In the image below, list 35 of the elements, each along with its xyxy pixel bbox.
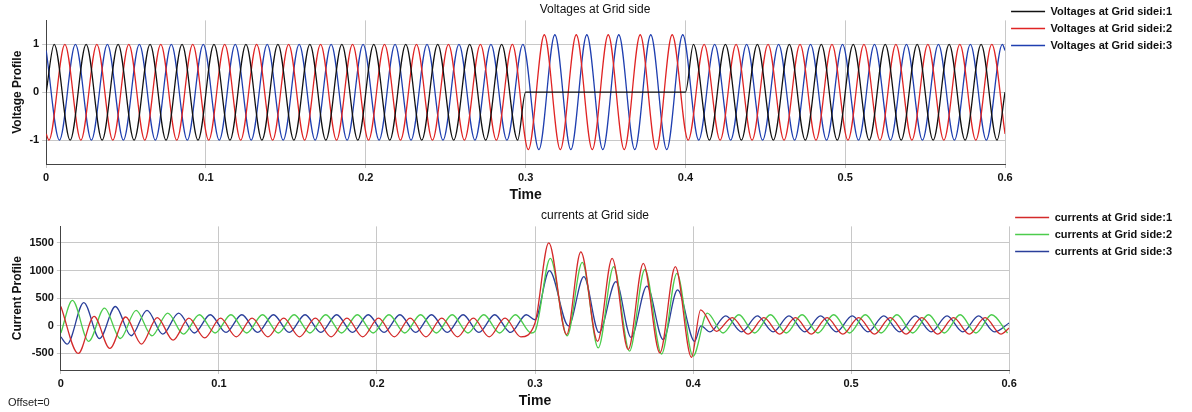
x-tick-label: 0.6 [1001, 376, 1017, 389]
x-axis-title: Time [518, 392, 552, 409]
text: Offset=0 [8, 396, 50, 408]
x-tick-label: 0 [57, 376, 64, 389]
chart-title: Voltages at Grid side [539, 1, 651, 16]
x-tick-label: 0.1 [211, 376, 227, 389]
y-tick-label: 500 [35, 291, 54, 304]
y-axis-title: Voltage Profile [9, 50, 24, 134]
y-tick-label: 1500 [29, 236, 54, 248]
x-tick-label: 0.6 [997, 170, 1013, 183]
y-tick-label: 1 [33, 37, 40, 50]
y-tick-label: 0 [47, 318, 54, 331]
x-tick-label: 0.3 [527, 376, 543, 389]
x-tick-label: 0.5 [837, 170, 853, 183]
legend-label: Voltages at Grid sidei:2 [1050, 21, 1173, 34]
x-tick-label: 0.2 [369, 376, 385, 389]
y-tick-label: -1 [29, 133, 40, 146]
legend-label: currents at Grid side:1 [1054, 210, 1173, 223]
legend-label: Voltages at Grid sidei:1 [1050, 4, 1173, 17]
chart-title: currents at Grid side [540, 207, 650, 222]
legend-label: currents at Grid side:2 [1054, 227, 1173, 240]
legend-label: Voltages at Grid sidei:3 [1050, 38, 1173, 51]
y-axis-title: Current Profile [9, 255, 24, 341]
x-tick-label: 0.5 [843, 376, 859, 389]
y-tick-label: 1000 [29, 263, 54, 276]
legend-label: currents at Grid side:3 [1054, 244, 1173, 257]
y-tick-label: -500 [31, 346, 54, 359]
x-tick-label: 0.4 [677, 170, 694, 183]
x-tick-label: 0.4 [685, 376, 702, 389]
x-tick-label: 0.3 [517, 170, 534, 183]
line-series [60, 269, 1010, 345]
x-tick-label: 0.2 [358, 170, 374, 183]
y-tick-label: 0 [33, 85, 40, 98]
x-axis-title: Time [509, 186, 543, 203]
x-tick-label: 0.1 [198, 170, 214, 183]
